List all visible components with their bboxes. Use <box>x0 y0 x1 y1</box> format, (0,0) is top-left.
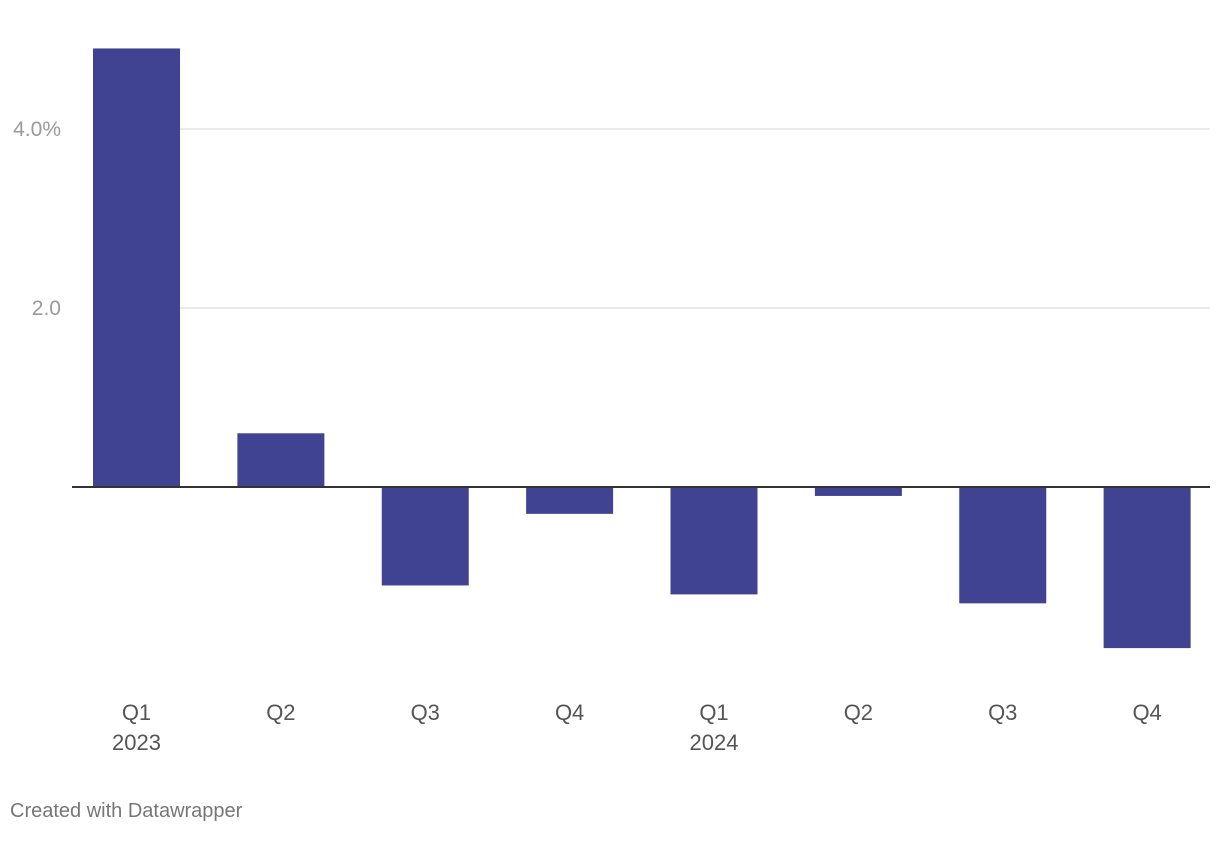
gridlines <box>180 128 1210 309</box>
bar-4 <box>670 487 758 595</box>
y-tick-label-1: 2.0 <box>32 297 61 320</box>
x-tick-label-quarter-6: Q3 <box>988 700 1017 725</box>
bars <box>93 48 1191 649</box>
x-tick-label-year-4: 2024 <box>690 730 739 755</box>
y-tick-label-0: 4.0% <box>13 118 61 141</box>
y-axis-tick-labels: 4.0% 2.0 <box>13 118 61 320</box>
x-tick-label-quarter-0: Q1 <box>122 700 151 725</box>
x-tick-label-quarter-3: Q4 <box>555 700 584 725</box>
bar-1 <box>237 433 325 487</box>
x-tick-label-quarter-4: Q1 <box>699 700 728 725</box>
bar-7 <box>1103 487 1191 649</box>
footer-credit: Created with Datawrapper <box>10 800 243 822</box>
bar-0 <box>93 48 180 487</box>
bar-3 <box>526 487 614 514</box>
x-tick-label-quarter-2: Q3 <box>411 700 440 725</box>
bar-6 <box>959 487 1047 604</box>
x-tick-label-year-0: 2023 <box>112 730 161 755</box>
x-axis-tick-labels: Q1 2023 Q2 Q3 Q4 Q1 2024 Q2 Q3 Q4 <box>112 700 1162 755</box>
x-tick-label-quarter-5: Q2 <box>844 700 873 725</box>
bar-2 <box>381 487 469 586</box>
x-tick-label-quarter-7: Q4 <box>1132 700 1161 725</box>
bar-5 <box>814 487 902 496</box>
x-tick-label-quarter-1: Q2 <box>266 700 295 725</box>
